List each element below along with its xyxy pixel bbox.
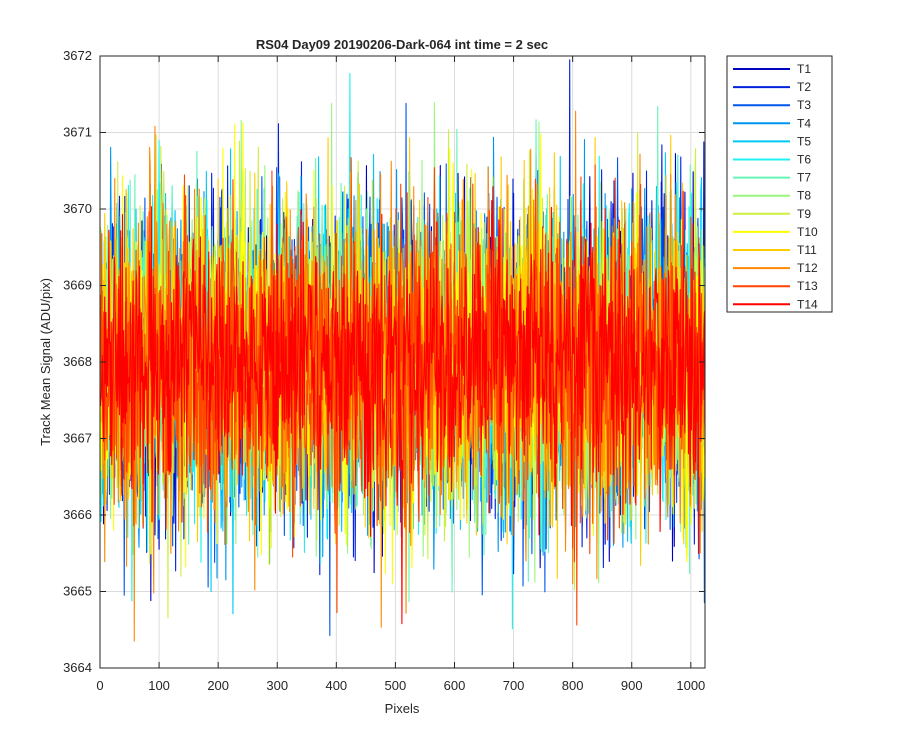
y-axis-label: Track Mean Signal (ADU/pix) (38, 278, 53, 446)
legend: T1 T2 T3 T4 T5 T6 T7 T8 T9 T10 T11 T12 T13 T14 (726, 55, 833, 313)
legend-label-t9: T9 (797, 207, 811, 221)
y-tick-label: 3668 (63, 354, 92, 369)
legend-label-t14: T14 (797, 297, 818, 311)
x-tick-label: 200 (207, 678, 229, 693)
legend-label-t11: T11 (797, 243, 817, 257)
series-line-t14 (100, 186, 706, 625)
legend-label-t6: T6 (797, 153, 811, 167)
series-layer (100, 59, 706, 642)
axis-ticks: 0 100 200 300 400 500 600 700 800 900 1000 3664 3665… (63, 48, 705, 693)
legend-label-t13: T13 (797, 279, 818, 293)
x-tick-label: 500 (385, 678, 407, 693)
x-tick-label: 900 (621, 678, 643, 693)
x-tick-label: 700 (503, 678, 525, 693)
x-tick-label: 300 (266, 678, 288, 693)
legend-box (726, 55, 833, 313)
legend-label-t5: T5 (797, 134, 811, 148)
x-tick-label: 600 (444, 678, 466, 693)
y-tick-label: 3671 (63, 125, 92, 140)
y-tick-label: 3664 (63, 660, 92, 675)
legend-label-t10: T10 (797, 225, 818, 239)
x-tick-label: 800 (562, 678, 584, 693)
y-tick-label: 3665 (63, 584, 92, 599)
legend-label-t3: T3 (797, 98, 811, 112)
chart-title: RS04 Day09 20190206-Dark-064 int time = … (256, 37, 548, 52)
y-tick-label: 3672 (63, 48, 92, 63)
legend-label-t8: T8 (797, 189, 811, 203)
y-tick-label: 3670 (63, 201, 92, 216)
y-tick-label: 3666 (63, 507, 92, 522)
x-tick-label: 100 (148, 678, 170, 693)
x-axis-label: Pixels (385, 701, 420, 716)
x-tick-label: 400 (325, 678, 347, 693)
legend-label-t4: T4 (797, 116, 811, 130)
legend-label-t1: T1 (797, 62, 811, 76)
y-tick-label: 3669 (63, 278, 92, 293)
legend-label-t12: T12 (797, 261, 818, 275)
legend-label-t7: T7 (797, 171, 811, 185)
x-tick-label: 0 (96, 678, 103, 693)
y-tick-label: 3667 (63, 431, 92, 446)
legend-label-t2: T2 (797, 80, 811, 94)
x-tick-label: 1000 (676, 678, 705, 693)
